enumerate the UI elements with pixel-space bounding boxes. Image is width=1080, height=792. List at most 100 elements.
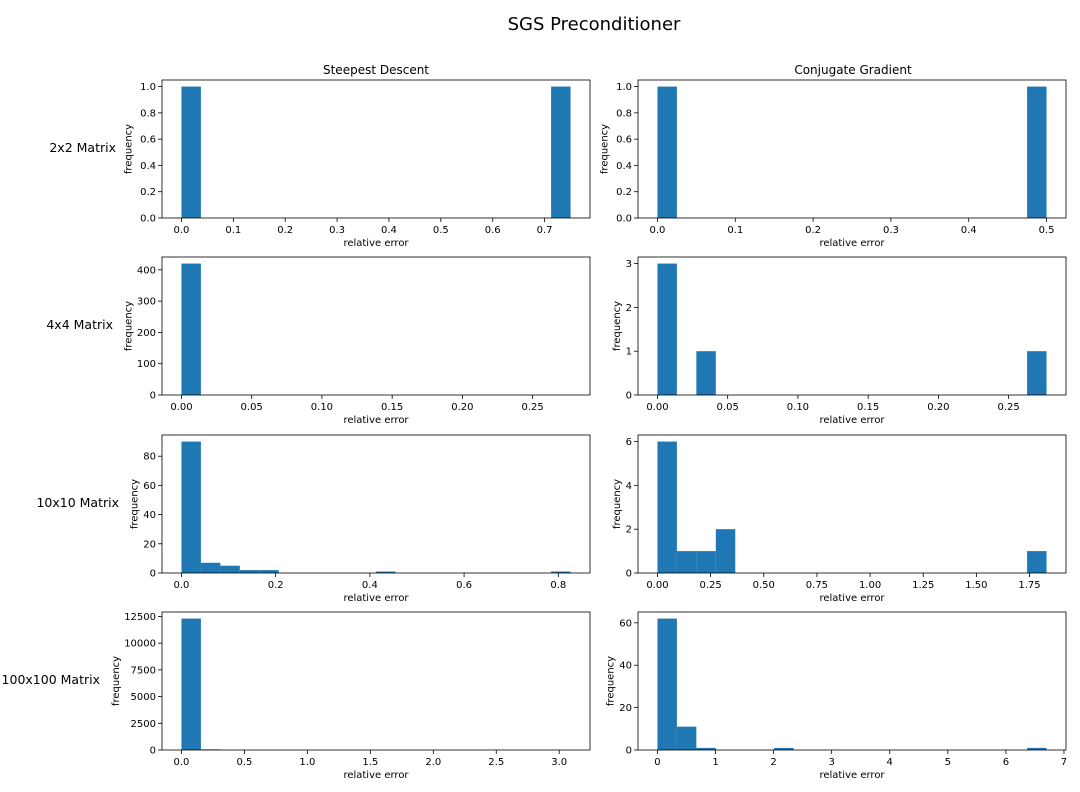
histogram-bar (220, 565, 240, 573)
x-tick-label: 0.05 (717, 402, 739, 413)
y-tick-label: 0.8 (140, 108, 156, 119)
x-tick-label: 7 (1061, 757, 1067, 768)
x-tick-label: 6 (1003, 757, 1009, 768)
x-tick-label: 0.25 (521, 402, 543, 413)
x-tick-label: 1.50 (965, 580, 987, 591)
histogram-bar (715, 529, 736, 573)
histogram-bar (181, 618, 201, 750)
x-tick-label: 0.4 (362, 580, 378, 591)
y-tick-label: 2500 (131, 719, 156, 730)
y-tick-label: 6 (626, 437, 632, 448)
x-tick-label: 0.5 (236, 757, 252, 768)
y-axis-label: frequency (123, 124, 134, 174)
x-tick-label: 0.0 (174, 225, 190, 236)
y-axis-label: frequency (111, 656, 122, 706)
y-tick-label: 1.0 (140, 82, 156, 93)
x-tick-label: 3.0 (551, 757, 567, 768)
axes-frame (161, 256, 591, 396)
histogram-panel-6: 0.0 0.5 1.0 1.5 2.0 2.5 3.0 0 2500 5000 7500 10000 1… (111, 611, 591, 781)
figure-title: SGS Preconditioner (508, 14, 681, 35)
x-axis-label: relative error (343, 593, 409, 604)
row-label-2x2: 2x2 Matrix (49, 140, 116, 155)
y-tick-label: 1.0 (616, 82, 632, 93)
axes-frame (637, 79, 1067, 219)
y-tick-label: 2 (626, 303, 632, 314)
axes-frame (637, 434, 1067, 574)
x-tick-label: 0.00 (646, 402, 668, 413)
histogram-bar (200, 562, 221, 573)
y-axis-label: frequency (612, 301, 623, 351)
y-tick-label: 400 (137, 265, 156, 276)
x-tick-label: 0.8 (550, 580, 566, 591)
x-tick-label: 0.4 (961, 225, 977, 236)
x-tick-label: 0.25 (699, 580, 721, 591)
x-tick-label: 3 (828, 757, 834, 768)
y-axis-label: frequency (123, 301, 134, 351)
column-title-steepest-descent: Steepest Descent (323, 63, 429, 77)
x-tick-label: 5 (945, 757, 951, 768)
y-tick-label: 10000 (124, 639, 156, 650)
histogram-panels: 0.0 0.1 0.2 0.3 0.4 0.5 0.6 0.7 0.0 0.2 0.4 0.6 0.8 1… (111, 79, 1067, 781)
x-tick-label: 0.2 (268, 580, 284, 591)
y-tick-label: 0.2 (616, 187, 632, 198)
histogram-bar (696, 351, 716, 395)
y-tick-label: 0 (626, 391, 632, 402)
axes-frame (161, 611, 591, 751)
histogram-bar (1027, 86, 1047, 218)
x-tick-label: 1.25 (912, 580, 934, 591)
y-tick-label: 60 (143, 481, 156, 492)
x-tick-label: 0.0 (174, 757, 190, 768)
x-tick-label: 0.3 (329, 225, 345, 236)
x-axis-label: relative error (819, 238, 885, 249)
x-tick-label: 0.50 (753, 580, 775, 591)
x-tick-label: 0.15 (857, 402, 879, 413)
axes-frame (161, 79, 591, 219)
x-tick-label: 0.1 (225, 225, 241, 236)
y-tick-label: 7500 (131, 665, 156, 676)
y-axis-label: frequency (599, 124, 610, 174)
histogram-bar (376, 571, 396, 573)
x-tick-label: 0.10 (787, 402, 809, 413)
y-tick-label: 20 (619, 703, 632, 714)
y-tick-label: 2 (626, 525, 632, 536)
y-tick-label: 40 (619, 661, 632, 672)
column-title-conjugate-gradient: Conjugate Gradient (794, 63, 912, 77)
histogram-panel-4: 0.0 0.2 0.4 0.6 0.8 0 20 40 60 80 relative error fr… (130, 434, 591, 604)
histogram-bar (657, 86, 677, 218)
axes-frame (637, 256, 1067, 396)
histogram-bar (676, 726, 697, 750)
histogram-bar (181, 263, 201, 395)
y-tick-label: 100 (137, 359, 156, 370)
y-tick-label: 0.6 (616, 135, 632, 146)
x-axis-label: relative error (343, 238, 409, 249)
x-tick-label: 0.2 (805, 225, 821, 236)
histogram-bar (239, 570, 260, 573)
x-tick-label: 1.5 (362, 757, 378, 768)
y-tick-label: 0.0 (140, 214, 156, 225)
histogram-panel-7: 0 1 2 3 4 5 6 7 0 20 40 60 relative error frequency (606, 611, 1067, 781)
x-tick-label: 0.6 (456, 580, 472, 591)
y-tick-label: 0 (150, 391, 156, 402)
y-tick-label: 5000 (131, 692, 156, 703)
histogram-panel-3: 0.00 0.05 0.10 0.15 0.20 0.25 0 1 2 3 relative err… (612, 256, 1067, 426)
histogram-panel-2: 0.00 0.05 0.10 0.15 0.20 0.25 0 100 200 300 400 rel… (123, 256, 591, 426)
histogram-bar (259, 570, 279, 573)
histogram-bar (696, 551, 716, 573)
row-label-4x4: 4x4 Matrix (46, 317, 113, 332)
x-tick-label: 0.5 (433, 225, 449, 236)
axes-frame (637, 611, 1067, 751)
x-axis-label: relative error (343, 415, 409, 426)
y-tick-label: 0 (626, 746, 632, 757)
y-tick-label: 1 (626, 347, 632, 358)
histogram-bar (181, 86, 201, 218)
x-tick-label: 2 (770, 757, 776, 768)
y-tick-label: 0.0 (616, 214, 632, 225)
x-tick-label: 0.75 (806, 580, 828, 591)
x-tick-label: 1.00 (859, 580, 881, 591)
x-tick-label: 2.0 (425, 757, 441, 768)
y-tick-label: 300 (137, 297, 156, 308)
histogram-bar (657, 441, 677, 573)
x-tick-label: 0.00 (170, 402, 192, 413)
y-axis-label: frequency (612, 479, 623, 529)
